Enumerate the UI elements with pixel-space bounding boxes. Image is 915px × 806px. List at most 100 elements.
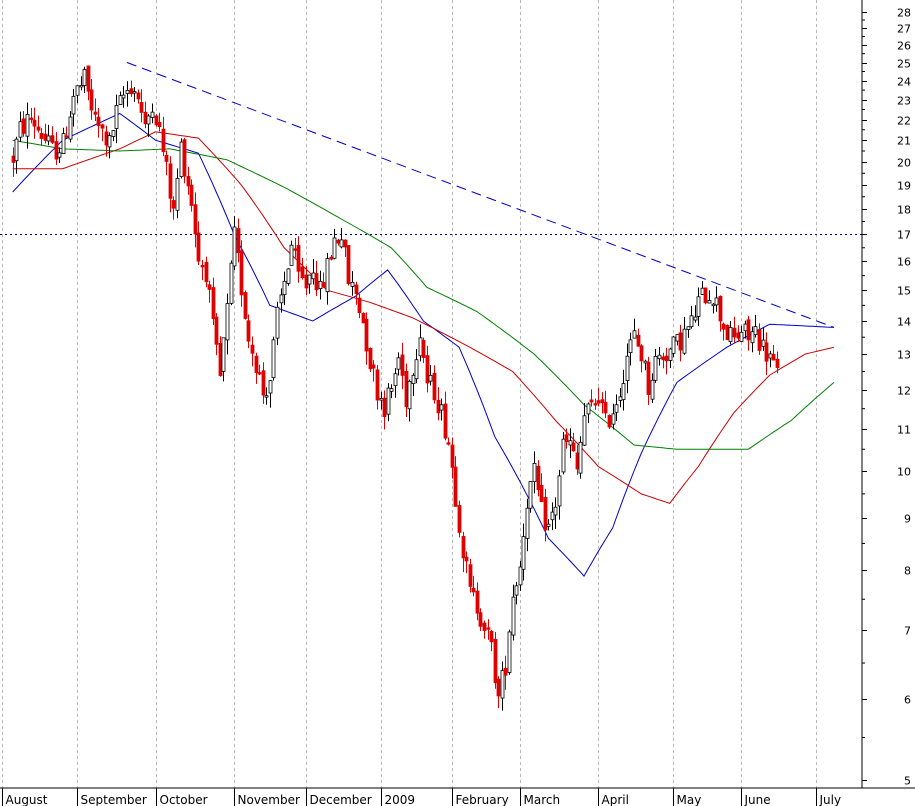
candle-down [771, 353, 776, 361]
candle-down [468, 564, 473, 587]
candle-up [221, 337, 226, 372]
candle-up [700, 287, 705, 295]
candle-down [293, 248, 298, 251]
month-label-november: November [238, 793, 300, 806]
candle-down [211, 287, 216, 319]
trendline [126, 62, 835, 328]
candle-down [36, 126, 41, 131]
candle-down [186, 176, 191, 187]
price-label-16: 16 [897, 256, 911, 269]
candle-up [532, 463, 537, 482]
candle-down [678, 332, 683, 351]
candle-down [243, 292, 248, 319]
candle-down [486, 627, 491, 630]
candle-down [436, 399, 441, 414]
candle-down [471, 587, 476, 593]
price-label-25: 25 [897, 58, 911, 71]
candle-down [382, 397, 387, 418]
candle-down [664, 355, 669, 362]
candle-up [118, 95, 123, 105]
candle-up [761, 339, 766, 347]
candle-down [354, 284, 359, 295]
candle-down [100, 124, 105, 129]
candle-down [39, 132, 44, 139]
candle-up [150, 111, 155, 118]
candle-up [325, 258, 330, 293]
candle-down [543, 497, 548, 531]
price-label-13: 13 [897, 349, 911, 362]
candle-down [493, 638, 498, 684]
candle-up [275, 306, 280, 339]
candlesticks [11, 65, 780, 711]
candle-up [268, 380, 273, 394]
candle-down [461, 535, 466, 559]
candle-down [329, 256, 334, 260]
candle-down [457, 505, 462, 533]
candle-down [168, 163, 173, 199]
candle-up [682, 328, 687, 354]
candle-down [425, 355, 430, 384]
candle-down [446, 442, 451, 445]
candle-down [136, 92, 141, 100]
candle-down [725, 324, 730, 341]
candle-down [718, 295, 723, 322]
candle-down [236, 228, 241, 254]
candle-up [418, 337, 423, 357]
candle-up [307, 274, 312, 285]
candle-down [607, 415, 612, 428]
candle-down [93, 111, 98, 115]
candle-up [768, 353, 773, 359]
candle-down [296, 245, 301, 272]
candle-up [225, 303, 230, 341]
price-label-14: 14 [897, 316, 911, 329]
candle-down [496, 678, 501, 697]
candle-up [693, 316, 698, 321]
candle-down [11, 155, 16, 163]
candle-up [114, 104, 119, 129]
candle-down [193, 204, 198, 235]
candle-down [443, 403, 448, 439]
candle-up [57, 152, 62, 158]
candle-down [661, 356, 666, 361]
vertical-gridlines [2, 0, 817, 788]
candle-down [300, 266, 305, 279]
candle-down [421, 339, 426, 358]
candle-up [146, 115, 151, 125]
candle-down [200, 265, 205, 268]
candle-up [650, 379, 655, 400]
candle-up [179, 141, 184, 177]
price-label-6: 6 [904, 694, 911, 707]
candle-down [489, 630, 494, 643]
candle-up [668, 348, 673, 361]
candle-down [603, 401, 608, 414]
candle-up [643, 360, 648, 364]
price-label-9: 9 [904, 513, 911, 526]
candle-up [107, 135, 112, 148]
candle-up [753, 326, 758, 336]
candle-down [636, 334, 641, 347]
moving-average-3 [12, 139, 835, 450]
price-axis: 5 6 7 8 9 10 11 12 13 14 15 16 17 18 19 20 21 22 23 24 25 26 2… [0, 0, 915, 789]
candle-down [214, 316, 219, 345]
candle-down [536, 465, 541, 491]
candle-up [82, 69, 87, 86]
candle-down [43, 133, 48, 141]
month-label-september: September [81, 793, 147, 806]
candle-down [32, 119, 37, 127]
moving-average-2 [12, 131, 835, 504]
candle-up [500, 670, 505, 699]
candle-up [318, 280, 323, 289]
price-label-12: 12 [897, 385, 911, 398]
candle-down [304, 274, 309, 289]
candle-down [482, 622, 487, 631]
candle-up [653, 356, 658, 381]
moving-averages [12, 112, 835, 577]
price-label-7: 7 [904, 625, 911, 638]
candle-down [346, 245, 351, 285]
candle-up [428, 375, 433, 382]
candle-up [379, 398, 384, 401]
month-axis: August September October November December 20… [2, 788, 841, 806]
candle-down [775, 358, 780, 368]
candle-up [750, 331, 755, 344]
